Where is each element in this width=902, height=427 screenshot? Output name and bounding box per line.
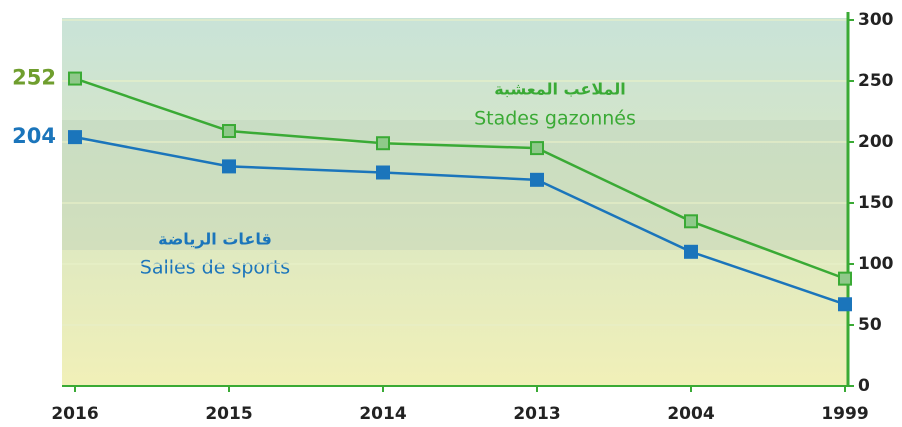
marker <box>377 167 389 179</box>
x-tick-label: 2014 <box>359 404 406 424</box>
series-name-ar: الملاعب المعشبة <box>494 80 626 99</box>
y-tick-label: 300 <box>858 10 894 30</box>
marker <box>377 137 389 149</box>
series-name: Salles de sports <box>140 257 290 279</box>
x-tick-label: 1999 <box>821 404 868 424</box>
y-tick-label: 0 <box>858 376 870 396</box>
y-tick-label: 50 <box>858 315 882 335</box>
marker <box>69 73 81 85</box>
data-label: 204 <box>12 124 56 148</box>
marker <box>531 142 543 154</box>
marker <box>223 125 235 137</box>
y-tick-label: 200 <box>858 132 894 152</box>
marker <box>531 174 543 186</box>
marker <box>685 246 697 258</box>
y-tick-label: 100 <box>858 254 894 274</box>
marker <box>839 298 851 310</box>
x-tick-label: 2013 <box>513 404 560 424</box>
marker <box>839 273 851 285</box>
y-tick-label: 150 <box>858 193 894 213</box>
chart: الملاعب المعشبة Stades gazonnés قاعات ال… <box>0 0 902 427</box>
y-tick-label: 250 <box>858 71 894 91</box>
x-tick-label: 2016 <box>51 404 98 424</box>
data-label: 252 <box>12 66 56 90</box>
marker <box>69 131 81 143</box>
marker <box>685 215 697 227</box>
x-tick-label: 2004 <box>667 404 714 424</box>
series-name-ar: قاعات الرياضة <box>158 230 272 249</box>
series-name: Stades gazonnés <box>474 108 636 130</box>
x-tick-label: 2015 <box>205 404 252 424</box>
marker <box>223 160 235 172</box>
